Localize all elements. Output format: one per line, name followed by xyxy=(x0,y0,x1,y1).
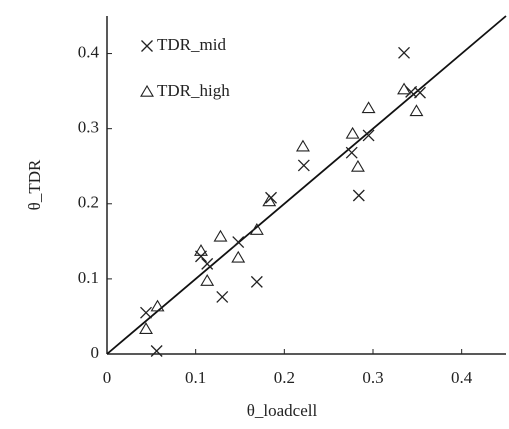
point-shape xyxy=(194,244,208,256)
legend-marker-shape xyxy=(140,84,154,97)
point-shape xyxy=(216,290,229,303)
point xyxy=(397,82,411,95)
x-tick-label: 0.2 xyxy=(274,368,295,387)
y-axis-label: θ_TDR xyxy=(25,159,44,210)
point xyxy=(216,290,229,303)
point xyxy=(231,250,246,263)
point xyxy=(150,299,165,312)
point xyxy=(361,101,376,114)
point-shape xyxy=(201,257,214,270)
point-shape xyxy=(352,189,365,202)
point-shape xyxy=(250,275,263,288)
point-shape xyxy=(297,159,310,172)
point-shape xyxy=(139,322,153,334)
y-tick-label: 0.1 xyxy=(78,268,99,287)
point xyxy=(201,257,214,270)
point xyxy=(232,236,245,249)
point xyxy=(297,159,310,172)
legend-label: TDR_high xyxy=(157,81,230,100)
point-shape xyxy=(409,104,424,117)
point-shape xyxy=(195,250,207,263)
y-tick-label: 0.2 xyxy=(78,193,99,212)
point xyxy=(398,46,410,59)
x-tick-label: 0.4 xyxy=(451,368,473,387)
point xyxy=(150,345,163,357)
point-shape xyxy=(345,126,360,139)
point-shape xyxy=(200,274,215,286)
point xyxy=(350,159,365,172)
legend-marker xyxy=(141,40,153,52)
point xyxy=(362,129,375,142)
point-shape xyxy=(140,306,152,319)
point xyxy=(345,126,360,139)
point-shape xyxy=(262,194,277,207)
point xyxy=(194,244,208,256)
point xyxy=(409,104,424,117)
point-shape xyxy=(345,146,358,159)
y-tick-label: 0.3 xyxy=(78,118,99,137)
point-shape xyxy=(397,82,411,95)
x-tick-label: 0.1 xyxy=(185,368,206,387)
point-shape xyxy=(361,101,376,114)
point xyxy=(195,250,207,263)
legend-marker-shape xyxy=(141,40,153,52)
point-shape xyxy=(295,139,310,152)
x-tick-label: 0.3 xyxy=(362,368,383,387)
point xyxy=(352,189,365,202)
point-shape xyxy=(150,299,165,312)
point xyxy=(345,146,358,159)
point xyxy=(262,194,277,207)
point-shape xyxy=(150,345,163,357)
point-shape xyxy=(350,159,365,172)
point-shape xyxy=(362,129,375,142)
point xyxy=(139,322,153,334)
point xyxy=(200,274,215,286)
point-shape xyxy=(414,86,426,99)
x-axis-label: θ_loadcell xyxy=(247,401,318,420)
point-shape xyxy=(232,236,245,249)
point xyxy=(295,139,310,152)
point xyxy=(213,229,228,242)
point-shape xyxy=(231,250,246,263)
point-shape xyxy=(398,46,410,59)
point xyxy=(140,306,152,319)
legend-marker xyxy=(140,84,154,97)
y-tick-label: 0.4 xyxy=(78,42,100,61)
legend-label: TDR_mid xyxy=(157,35,226,54)
y-tick-label: 0 xyxy=(91,343,100,362)
reference-line xyxy=(106,15,507,355)
x-tick-label: 0 xyxy=(103,368,112,387)
point-shape xyxy=(249,222,264,235)
point-shape xyxy=(213,229,228,242)
point xyxy=(414,86,426,99)
point xyxy=(249,222,264,235)
point xyxy=(250,275,263,288)
